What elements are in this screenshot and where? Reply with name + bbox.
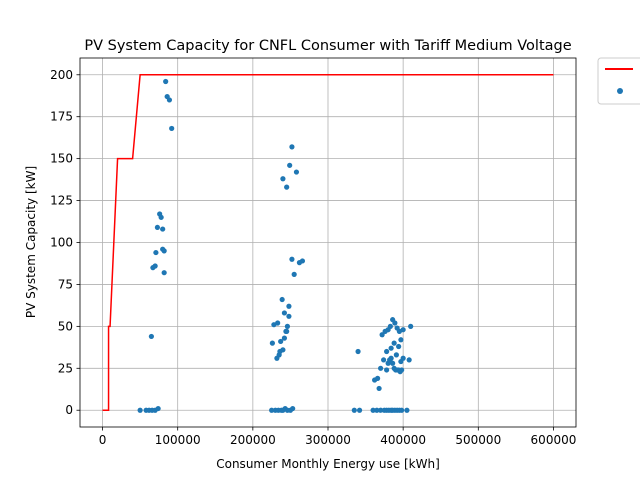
y-tick-label: 100 (50, 236, 73, 250)
scatter-point (378, 365, 384, 371)
x-axis-label: Consumer Monthly Energy use [kWh] (216, 457, 440, 471)
scatter-point (279, 296, 285, 303)
scatter-point (406, 357, 412, 363)
scatter-point (376, 385, 382, 392)
series-scatter-group (137, 78, 414, 413)
scatter-point (391, 340, 397, 346)
scatter-point (392, 320, 398, 326)
scatter-point (161, 248, 167, 254)
scatter-point (396, 343, 402, 350)
scatter-point (287, 162, 293, 168)
scatter-point (351, 407, 357, 413)
scatter-point (275, 320, 281, 326)
scatter-point (290, 405, 296, 412)
scatter-point (269, 407, 275, 413)
y-tick-label: 50 (58, 319, 73, 333)
scatter-point (293, 169, 300, 175)
legend-box (597, 57, 640, 105)
scatter-point (388, 355, 394, 361)
scatter-point (381, 357, 387, 363)
x-tick-label: 400000 (380, 433, 426, 447)
scatter-point (281, 310, 288, 316)
scatter-point (280, 176, 286, 182)
scatter-point (400, 327, 406, 333)
scatter-point (374, 407, 380, 413)
scatter-point (148, 333, 154, 340)
x-tick-label: 100000 (155, 433, 201, 447)
y-ticks: 0 25 50 75 100 125 150 175 200 (50, 68, 80, 417)
scatter-point (155, 405, 161, 412)
grid (80, 58, 576, 427)
scatter-point (269, 340, 275, 346)
scatter-point (299, 258, 306, 264)
scatter-point (387, 323, 393, 329)
scatter-point (161, 270, 167, 276)
series-line (102, 74, 554, 411)
scatter-point (284, 328, 290, 334)
series-line-group (102, 74, 554, 411)
scatter-point (379, 332, 385, 338)
scatter-point (388, 345, 394, 351)
legend (597, 57, 640, 105)
scatter-point (153, 249, 159, 256)
x-tick-label: 200000 (230, 433, 276, 447)
scatter-point (370, 407, 376, 413)
scatter-point (166, 97, 173, 103)
scatter-point (163, 78, 169, 85)
scatter-point (291, 271, 297, 277)
y-tick-label: 200 (50, 68, 73, 82)
scatter-point (154, 224, 161, 231)
x-ticks: 0 100000 200000 300000 400000 500000 600000 (99, 427, 577, 447)
scatter-point (289, 256, 295, 262)
scatter-point (384, 367, 390, 373)
scatter-point (286, 303, 292, 309)
y-tick-label: 175 (50, 110, 73, 124)
scatter-point (398, 337, 404, 343)
scatter-point (152, 263, 158, 269)
y-tick-label: 125 (50, 194, 73, 208)
y-axis-label: PV System Capacity [kW] (24, 166, 38, 318)
scatter-point (158, 214, 164, 220)
scatter-point (400, 355, 406, 361)
scatter-point (281, 335, 288, 341)
scatter-point (404, 407, 410, 413)
legend-scatter-marker (617, 88, 623, 94)
scatter-point (393, 352, 399, 358)
scatter-point (277, 348, 283, 355)
y-tick-label: 0 (65, 403, 73, 417)
scatter-point (375, 375, 381, 381)
y-tick-label: 150 (50, 152, 73, 166)
scatter-point (286, 313, 292, 319)
scatter-point (278, 338, 284, 345)
scatter-point (408, 323, 414, 329)
x-tick-label: 500000 (455, 433, 501, 447)
scatter-point (169, 125, 175, 132)
scatter-point (160, 226, 166, 232)
x-tick-label: 600000 (531, 433, 577, 447)
scatter-point (356, 407, 363, 413)
scatter-point (378, 407, 384, 413)
scatter-point (137, 407, 143, 413)
y-tick-label: 25 (58, 361, 73, 375)
y-tick-label: 75 (58, 277, 73, 291)
scatter-point (384, 348, 390, 355)
scatter-point (399, 367, 405, 373)
x-tick-label: 300000 (305, 433, 351, 447)
scatter-point (284, 184, 290, 190)
chart-title: PV System Capacity for CNFL Consumer wit… (84, 38, 571, 54)
scatter-point (289, 144, 295, 150)
scatter-point (355, 348, 361, 355)
x-tick-label: 0 (99, 433, 107, 447)
scatter-point (399, 407, 405, 413)
scatter-point (390, 360, 396, 366)
scatter-point (284, 323, 291, 329)
